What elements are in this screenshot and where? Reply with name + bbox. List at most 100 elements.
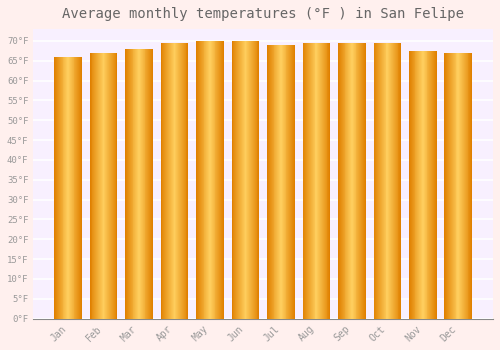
Bar <box>284 45 286 318</box>
Bar <box>311 43 312 318</box>
Bar <box>278 45 279 318</box>
Bar <box>114 53 116 318</box>
Bar <box>322 43 323 318</box>
Bar <box>391 43 392 318</box>
Bar <box>316 43 318 318</box>
Bar <box>149 49 150 318</box>
Bar <box>251 41 252 318</box>
Bar <box>250 41 251 318</box>
Bar <box>281 45 282 318</box>
Bar <box>412 51 414 318</box>
Bar <box>181 43 182 318</box>
Bar <box>223 41 224 318</box>
Bar <box>240 41 241 318</box>
Bar <box>125 49 126 318</box>
Bar <box>242 41 244 318</box>
Bar <box>72 57 74 318</box>
Bar <box>453 53 454 318</box>
Bar <box>290 45 291 318</box>
Bar <box>350 43 351 318</box>
Bar <box>232 41 234 318</box>
Bar <box>462 53 463 318</box>
Bar <box>212 41 214 318</box>
Bar <box>166 43 167 318</box>
Bar <box>346 43 348 318</box>
Bar <box>128 49 129 318</box>
Bar <box>419 51 420 318</box>
Bar <box>349 43 350 318</box>
Bar <box>220 41 221 318</box>
Bar <box>319 43 320 318</box>
Bar <box>424 51 426 318</box>
Bar <box>304 43 306 318</box>
Bar <box>458 53 459 318</box>
Bar <box>178 43 179 318</box>
Bar <box>146 49 148 318</box>
Bar <box>351 43 352 318</box>
Bar <box>414 51 416 318</box>
Bar <box>222 41 223 318</box>
Bar <box>210 41 211 318</box>
Bar <box>256 41 258 318</box>
Bar <box>310 43 311 318</box>
Bar <box>59 57 60 318</box>
Bar <box>411 51 412 318</box>
Bar <box>80 57 81 318</box>
Bar <box>209 41 210 318</box>
Bar <box>94 53 95 318</box>
Bar <box>418 51 419 318</box>
Bar <box>151 49 152 318</box>
Bar <box>421 51 422 318</box>
Bar <box>211 41 212 318</box>
Bar <box>54 57 55 318</box>
Bar <box>433 51 434 318</box>
Bar <box>142 49 144 318</box>
Bar <box>148 49 149 318</box>
Bar <box>428 51 430 318</box>
Bar <box>186 43 188 318</box>
Bar <box>306 43 307 318</box>
Bar <box>236 41 237 318</box>
Bar <box>167 43 168 318</box>
Bar <box>208 41 209 318</box>
Bar <box>314 43 316 318</box>
Bar <box>352 43 353 318</box>
Bar <box>164 43 166 318</box>
Bar <box>312 43 314 318</box>
Bar <box>130 49 132 318</box>
Bar <box>102 53 104 318</box>
Bar <box>169 43 170 318</box>
Bar <box>162 43 164 318</box>
Bar <box>289 45 290 318</box>
Bar <box>430 51 431 318</box>
Bar <box>196 41 197 318</box>
Bar <box>216 41 218 318</box>
Bar <box>348 43 349 318</box>
Bar <box>416 51 418 318</box>
Bar <box>139 49 140 318</box>
Bar <box>95 53 96 318</box>
Bar <box>324 43 326 318</box>
Bar <box>137 49 138 318</box>
Bar <box>398 43 400 318</box>
Bar <box>219 41 220 318</box>
Bar <box>277 45 278 318</box>
Bar <box>326 43 328 318</box>
Bar <box>292 45 293 318</box>
Bar <box>108 53 109 318</box>
Bar <box>362 43 363 318</box>
Bar <box>78 57 79 318</box>
Bar <box>199 41 200 318</box>
Bar <box>444 53 446 318</box>
Bar <box>253 41 254 318</box>
Bar <box>293 45 294 318</box>
Bar <box>394 43 396 318</box>
Bar <box>179 43 180 318</box>
Bar <box>237 41 238 318</box>
Bar <box>112 53 114 318</box>
Bar <box>389 43 390 318</box>
Bar <box>390 43 391 318</box>
Bar <box>129 49 130 318</box>
Bar <box>111 53 112 318</box>
Bar <box>422 51 423 318</box>
